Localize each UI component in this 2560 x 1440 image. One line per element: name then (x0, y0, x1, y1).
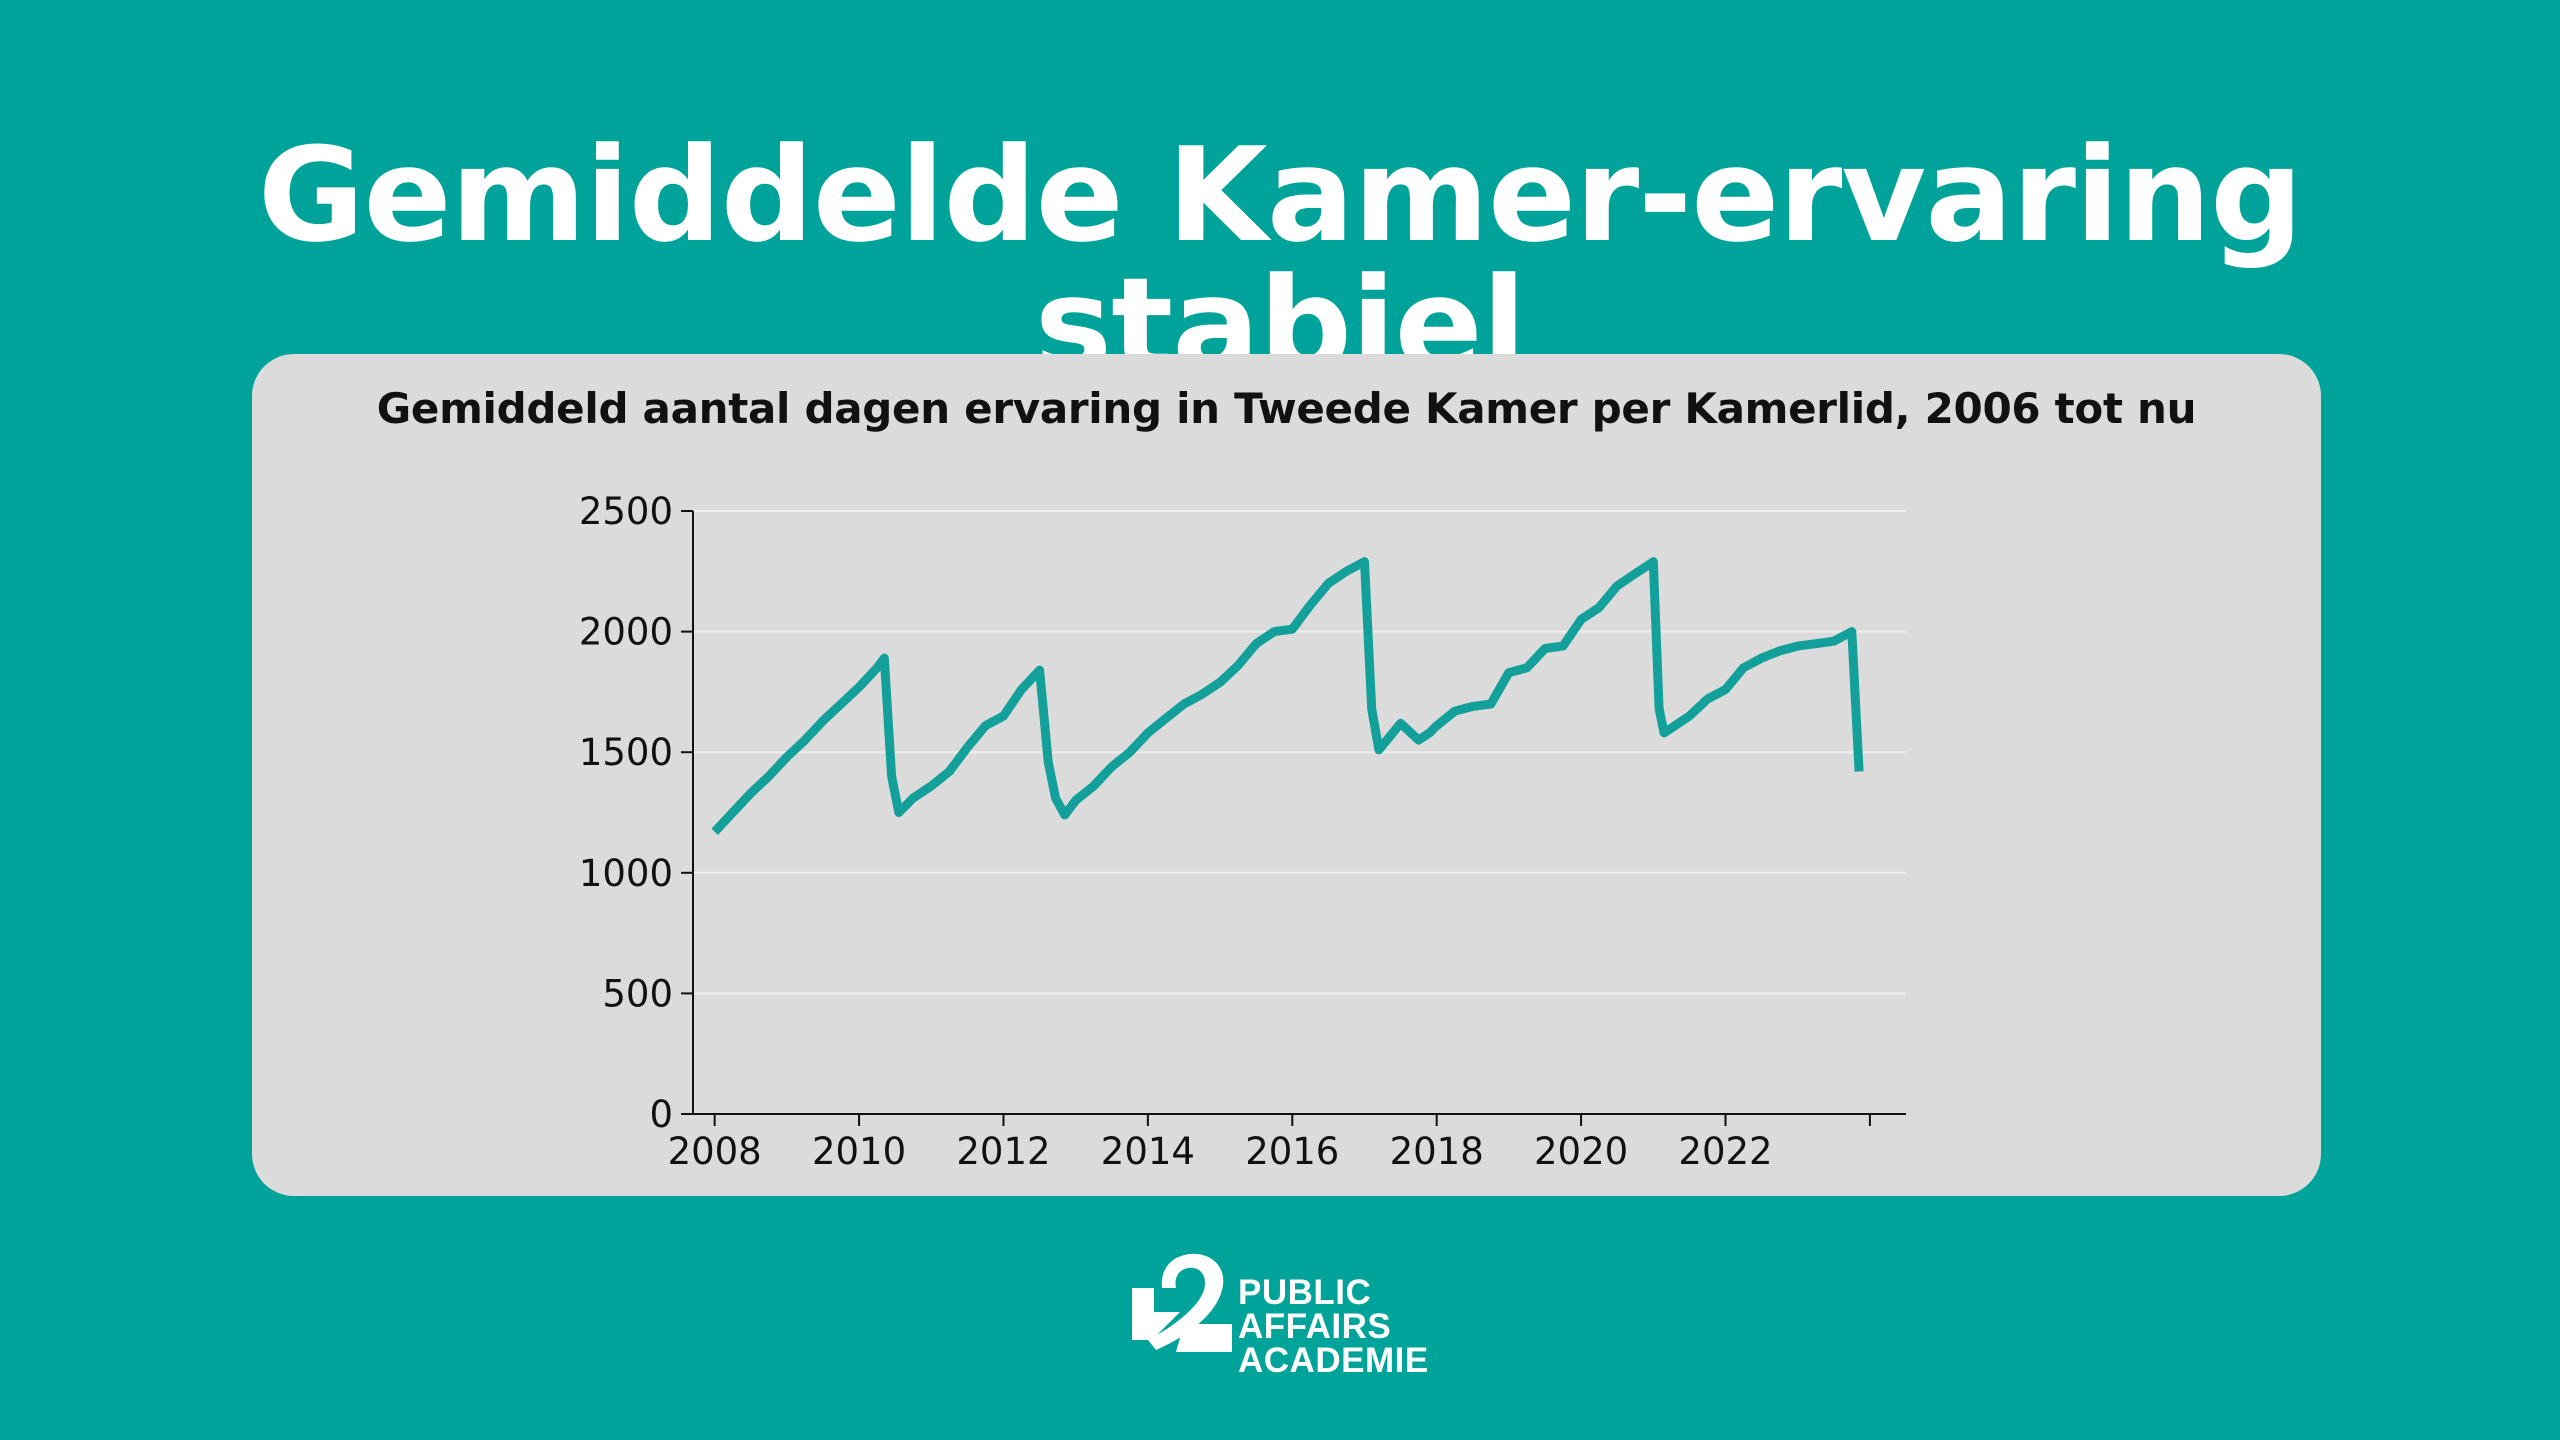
logo-line-affairs: AFFAIRS (1238, 1307, 1392, 1346)
x-tick-label: 2012 (956, 1130, 1050, 1173)
chart-card: Gemiddeld aantal dagen ervaring in Tweed… (252, 354, 2321, 1196)
y-tick-label: 0 (649, 1093, 673, 1136)
x-tick-label: 2022 (1678, 1130, 1772, 1173)
headline: Gemiddelde Kamer-ervaring stabiel (257, 119, 2303, 401)
x-tick-label: 2014 (1101, 1130, 1195, 1173)
y-tick-label: 2000 (579, 611, 673, 654)
x-tick-label: 2016 (1245, 1130, 1339, 1173)
x-tick-label: 2010 (812, 1130, 906, 1173)
line-chart: 0 500 1000 1500 2000 2500 2008 2010 2012 2014 2016… (579, 490, 1906, 1173)
public-affairs-academie-logo: PUBLIC AFFAIRS ACADEMIE (1132, 1240, 1452, 1390)
logo-line-academie: ACADEMIE (1238, 1341, 1429, 1380)
series-line (711, 557, 1864, 835)
x-tick-label: 2008 (668, 1130, 762, 1173)
chart-title: Gemiddeld aantal dagen ervaring in Tweed… (376, 384, 2197, 433)
y-tick-label: 1000 (579, 852, 673, 895)
x-tick-label: 2018 (1390, 1130, 1484, 1173)
y-tick-label: 500 (602, 972, 673, 1015)
logo-line-public: PUBLIC (1238, 1273, 1372, 1312)
logo-text: PUBLIC AFFAIRS ACADEMIE (1238, 1273, 1429, 1380)
y-tick-label: 2500 (579, 490, 673, 533)
public-affairs-academie-logo-icon (1132, 1253, 1232, 1352)
x-tick-label: 2020 (1534, 1130, 1628, 1173)
y-tick-label: 1500 (579, 731, 673, 774)
